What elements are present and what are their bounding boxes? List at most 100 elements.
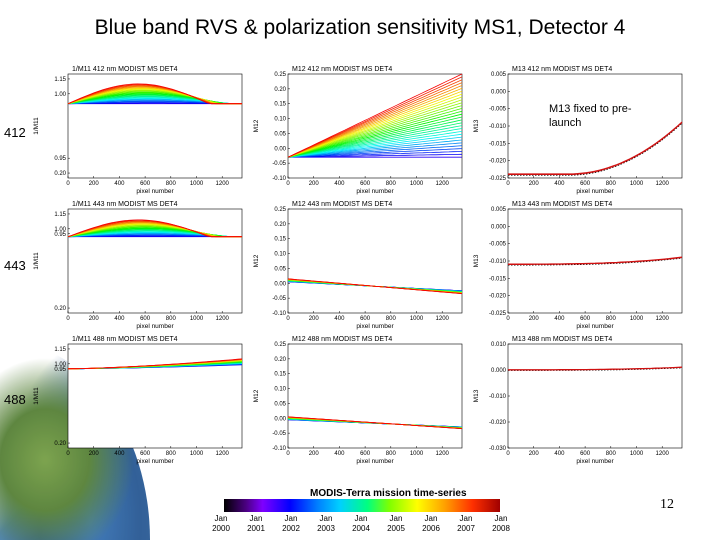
time-series-title: MODIS-Terra mission time-series (310, 488, 467, 499)
y-tick-label: 0.20 (274, 222, 286, 228)
series-line (287, 93, 463, 158)
chart-panel-4: M12 443 nm MODIST MS DET4 0 200 400 600 800 10… (250, 195, 470, 335)
chart-panel-7: M12 488 nm MODIST MS DET4 0 200 400 600 800 10… (250, 330, 470, 470)
y-tick-label: -0.10 (272, 311, 286, 317)
y-tick-label: 0.95 (54, 367, 66, 373)
x-tick-label: 800 (166, 316, 177, 322)
series-group (508, 366, 683, 371)
chart-svg: 1/M11 488 nm MODIST MS DET4 0 200 400 600 800… (33, 336, 243, 465)
series-line (67, 358, 243, 370)
x-axis-label: pixel number (136, 188, 174, 195)
y-tick-label: -0.020 (489, 294, 507, 300)
series-line (508, 256, 683, 265)
y-tick-label: 0.15 (274, 237, 286, 243)
x-tick-label: 1000 (190, 181, 204, 187)
chart-panel-0: 1/M11 412 nm MODIST MS DET4 0 200 400 600 800… (30, 60, 250, 200)
y-tick-label: -0.010 (489, 394, 507, 400)
y-tick-label: 0.000 (491, 368, 507, 374)
series-line (508, 257, 683, 266)
plot-frame (507, 208, 683, 314)
y-tick-label: 1.15 (54, 347, 66, 353)
series-line (287, 133, 463, 158)
chart-title: 1/M11 443 nm MODIST MS DET4 (72, 201, 178, 208)
y-tick-label: 0.20 (54, 306, 66, 312)
x-tick-label: 0 (286, 316, 290, 322)
y-tick-label: -0.005 (489, 107, 507, 113)
colorbar-label: Jan 2003 (311, 514, 341, 534)
chart-title: M13 488 nm MODIST MS DET4 (512, 336, 612, 343)
y-axis-label: M12 (253, 254, 260, 267)
colorbar-label: Jan 2008 (486, 514, 516, 534)
x-tick-label: 0 (286, 451, 290, 457)
y-tick-label: 0.15 (274, 372, 286, 378)
x-axis-label: pixel number (356, 323, 394, 330)
x-tick-label: 600 (360, 316, 371, 322)
x-tick-label: 1000 (410, 181, 424, 187)
x-tick-label: 600 (140, 316, 151, 322)
x-tick-label: 1000 (630, 316, 644, 322)
x-axis-label: pixel number (576, 188, 614, 195)
plot-frame (67, 343, 243, 449)
series-line (67, 219, 242, 238)
x-tick-label: 800 (166, 181, 177, 187)
y-tick-label: -0.010 (489, 259, 507, 265)
series-line (67, 83, 242, 105)
band-label-443: 443 (4, 258, 26, 273)
series-line (287, 108, 463, 158)
colorbar-labels: Jan 2000 Jan 2001 Jan 2002 Jan 2003 Jan 2004 Jan 20… (206, 514, 516, 540)
colorbar-year: 2005 (387, 524, 405, 533)
y-axis-label: 1/M11 (33, 387, 40, 405)
series-line (287, 139, 463, 158)
colorbar-label: Jan 2002 (276, 514, 306, 534)
series-line (287, 136, 463, 158)
y-tick-label: 0.25 (274, 342, 286, 348)
chart-panel-3: 1/M11 443 nm MODIST MS DET4 0 200 400 600 800… (30, 195, 250, 335)
x-tick-label: 200 (89, 181, 100, 187)
y-axis-label: M13 (473, 254, 480, 267)
y-tick-label: 0.00 (274, 416, 286, 422)
x-tick-label: 200 (89, 451, 100, 457)
y-tick-label: 0.20 (54, 171, 66, 177)
y-tick-label: 0.95 (54, 156, 66, 162)
series-line (287, 113, 463, 158)
series-line (287, 85, 463, 158)
series-group (508, 121, 683, 176)
x-axis-label: pixel number (356, 458, 394, 465)
x-tick-label: 200 (529, 181, 540, 187)
colorbar-year: 2008 (492, 524, 510, 533)
x-axis-label: pixel number (356, 188, 394, 195)
y-tick-label: 1.00 (54, 227, 66, 233)
colorbar-month: Jan (424, 514, 438, 523)
colorbar-month: Jan (284, 514, 298, 523)
series-line (287, 119, 463, 158)
x-tick-label: 200 (309, 316, 320, 322)
y-tick-label: -0.030 (489, 446, 507, 452)
x-tick-label: 0 (506, 181, 510, 187)
series-line (287, 102, 463, 158)
series-line (508, 121, 683, 175)
x-tick-label: 400 (554, 316, 565, 322)
chart-svg: 1/M11 412 nm MODIST MS DET4 0 200 400 600 800… (33, 66, 243, 195)
y-tick-label: 0.20 (274, 357, 286, 363)
chart-title: M13 412 nm MODIST MS DET4 (512, 66, 612, 73)
series-line (287, 131, 463, 158)
colorbar-year: 2003 (317, 524, 335, 533)
x-tick-label: 600 (360, 181, 371, 187)
chart-panel-5: M13 443 nm MODIST MS DET4 0 200 400 600 800 10… (470, 195, 690, 335)
chart-title: M13 443 nm MODIST MS DET4 (512, 201, 612, 208)
chart-svg: M12 443 nm MODIST MS DET4 0 200 400 600 800 10… (253, 201, 463, 330)
chart-svg: M12 412 nm MODIST MS DET4 0 200 400 600 800 10… (253, 66, 463, 195)
y-tick-label: -0.005 (489, 242, 507, 248)
x-tick-label: 200 (309, 451, 320, 457)
colorbar-month: Jan (494, 514, 508, 523)
y-tick-label: -0.015 (489, 276, 507, 282)
colorbar-year: 2002 (282, 524, 300, 533)
x-axis-label: pixel number (136, 458, 174, 465)
x-tick-label: 1200 (436, 316, 450, 322)
time-series-colorbar (224, 499, 500, 512)
x-tick-label: 1200 (216, 451, 230, 457)
x-tick-label: 0 (66, 451, 70, 457)
series-line (287, 148, 463, 158)
x-tick-label: 1200 (656, 316, 670, 322)
y-axis-label: M13 (473, 389, 480, 402)
